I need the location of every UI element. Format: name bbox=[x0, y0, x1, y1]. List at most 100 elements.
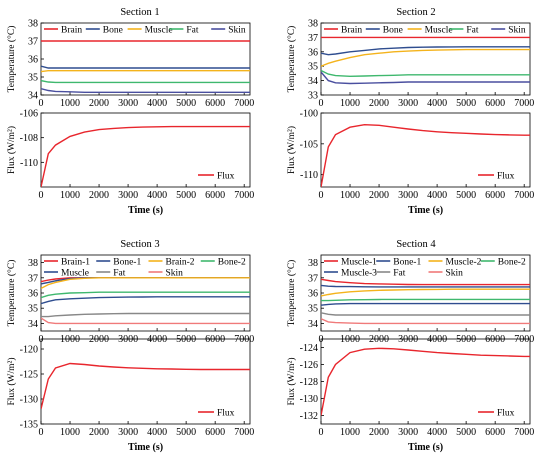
x-tick-label: 2000 bbox=[369, 334, 389, 345]
legend-label: Brain bbox=[61, 26, 82, 36]
y-tick-label: 35 bbox=[308, 304, 318, 315]
y-tick-label: 35 bbox=[28, 304, 38, 315]
x-tick-label: 0 bbox=[319, 190, 324, 201]
x-tick-label: 6000 bbox=[485, 98, 505, 109]
y-tick-label: -124 bbox=[300, 343, 318, 354]
x-tick-label: 6000 bbox=[485, 427, 505, 438]
y-tick-label: 37 bbox=[308, 33, 318, 44]
series-line-fat bbox=[41, 79, 250, 84]
series-line-bone bbox=[41, 65, 250, 69]
flux-y-axis-label: Flux (W/m²) bbox=[6, 358, 17, 406]
legend-label: Muscle bbox=[145, 26, 173, 36]
legend-label: Fat bbox=[113, 269, 126, 279]
x-tick-label: 6000 bbox=[205, 334, 225, 345]
y-tick-label: -128 bbox=[300, 377, 318, 388]
x-tick-label: 3000 bbox=[118, 190, 138, 201]
series-line-skin bbox=[41, 317, 250, 325]
legend-label: Brain-2 bbox=[166, 258, 195, 268]
y-tick-label: -130 bbox=[20, 395, 38, 406]
legend-label: Bone bbox=[103, 26, 123, 36]
series-line-fat bbox=[321, 69, 530, 78]
y-tick-label: 34 bbox=[308, 319, 318, 330]
x-tick-label: 1000 bbox=[60, 427, 80, 438]
legend-label: Flux bbox=[217, 409, 235, 419]
x-axis-label: Time (s) bbox=[408, 205, 443, 216]
series-line-skin bbox=[41, 88, 250, 94]
x-axis-label: Time (s) bbox=[128, 442, 163, 453]
x-tick-label: 4000 bbox=[147, 190, 167, 201]
x-tick-label: 6000 bbox=[205, 98, 225, 109]
section-title: Section 3 bbox=[120, 239, 159, 250]
y-tick-label: 38 bbox=[28, 19, 38, 30]
x-tick-label: 1000 bbox=[340, 98, 360, 109]
x-tick-label: 5000 bbox=[456, 190, 476, 201]
x-tick-label: 7000 bbox=[234, 98, 254, 109]
x-tick-label: 4000 bbox=[147, 334, 167, 345]
flux-y-axis-label: Flux (W/m²) bbox=[286, 358, 297, 406]
legend-label: Skin bbox=[508, 26, 526, 36]
legend-label: Skin bbox=[446, 269, 464, 279]
x-tick-label: 2000 bbox=[89, 98, 109, 109]
y-tick-label: -110 bbox=[300, 170, 318, 181]
flux-y-axis-label: Flux (W/m²) bbox=[6, 126, 17, 174]
x-tick-label: 6000 bbox=[205, 427, 225, 438]
y-tick-label: 34 bbox=[28, 91, 38, 102]
flux-plot-frame bbox=[40, 338, 251, 425]
legend-label: Brain bbox=[341, 26, 362, 36]
series-line-bone-1 bbox=[321, 284, 530, 288]
x-tick-label: 0 bbox=[39, 98, 44, 109]
legend-label: Fat bbox=[393, 269, 406, 279]
x-tick-label: 1000 bbox=[60, 190, 80, 201]
flux-plot-frame bbox=[320, 112, 531, 188]
y-tick-label: -105 bbox=[300, 139, 318, 150]
x-tick-label: 7000 bbox=[234, 334, 254, 345]
y-tick-label: 35 bbox=[28, 73, 38, 84]
legend-label: Flux bbox=[497, 409, 515, 419]
section-title: Section 1 bbox=[120, 7, 159, 18]
x-tick-label: 5000 bbox=[176, 427, 196, 438]
x-tick-label: 2000 bbox=[89, 427, 109, 438]
x-tick-label: 4000 bbox=[427, 427, 447, 438]
series-line-muscle-2 bbox=[321, 288, 530, 297]
x-tick-label: 0 bbox=[319, 98, 324, 109]
x-tick-label: 3000 bbox=[118, 427, 138, 438]
y-tick-label: -110 bbox=[20, 158, 38, 169]
x-tick-label: 2000 bbox=[369, 190, 389, 201]
y-tick-label: 38 bbox=[308, 258, 318, 269]
y-tick-label: 37 bbox=[28, 37, 38, 48]
y-tick-label: -135 bbox=[20, 420, 38, 431]
section-3-chart: Section 3 34 35 36 37 38 0 1000 2000 3000 4000 5000… bbox=[6, 239, 254, 453]
series-line-skin bbox=[321, 71, 530, 85]
x-tick-label: 3000 bbox=[398, 190, 418, 201]
x-tick-label: 0 bbox=[319, 427, 324, 438]
y-tick-label: -126 bbox=[300, 360, 318, 371]
legend-label: Muscle bbox=[61, 269, 89, 279]
legend-label: Fat bbox=[186, 26, 199, 36]
y-tick-label: -132 bbox=[300, 411, 318, 422]
y-tick-label: 36 bbox=[308, 47, 318, 58]
legend-label: Brain-1 bbox=[61, 258, 90, 268]
series-line-bone-2 bbox=[321, 298, 530, 302]
x-tick-label: 4000 bbox=[427, 334, 447, 345]
x-tick-label: 1000 bbox=[60, 334, 80, 345]
x-tick-label: 5000 bbox=[456, 98, 476, 109]
x-tick-label: 2000 bbox=[369, 98, 389, 109]
flux-plot-frame bbox=[40, 112, 251, 188]
legend-label: Bone-2 bbox=[498, 258, 526, 268]
x-tick-label: 5000 bbox=[176, 334, 196, 345]
y-tick-label: 38 bbox=[28, 258, 38, 269]
legend-label: Muscle-2 bbox=[446, 258, 482, 268]
legend-label: Muscle-3 bbox=[341, 269, 377, 279]
y-tick-label: -120 bbox=[20, 345, 38, 356]
temperature-y-axis-label: Temperature (°C) bbox=[286, 260, 297, 327]
x-tick-label: 3000 bbox=[398, 427, 418, 438]
x-tick-label: 7000 bbox=[234, 190, 254, 201]
x-tick-label: 1000 bbox=[340, 334, 360, 345]
y-tick-label: 37 bbox=[28, 273, 38, 284]
series-line-flux bbox=[321, 123, 530, 187]
series-line-muscle-1 bbox=[321, 278, 530, 286]
section-1-chart: Section 1 34 35 36 37 38 0 1000 2000 3000 4000 5000… bbox=[6, 7, 254, 216]
flux-y-axis-label: Flux (W/m²) bbox=[286, 126, 297, 174]
y-tick-label: 36 bbox=[28, 289, 38, 300]
temperature-y-axis-label: Temperature (°C) bbox=[6, 26, 17, 93]
